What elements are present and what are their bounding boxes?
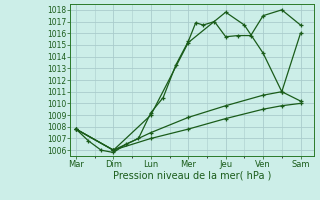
X-axis label: Pression niveau de la mer( hPa ): Pression niveau de la mer( hPa ) [113,171,271,181]
